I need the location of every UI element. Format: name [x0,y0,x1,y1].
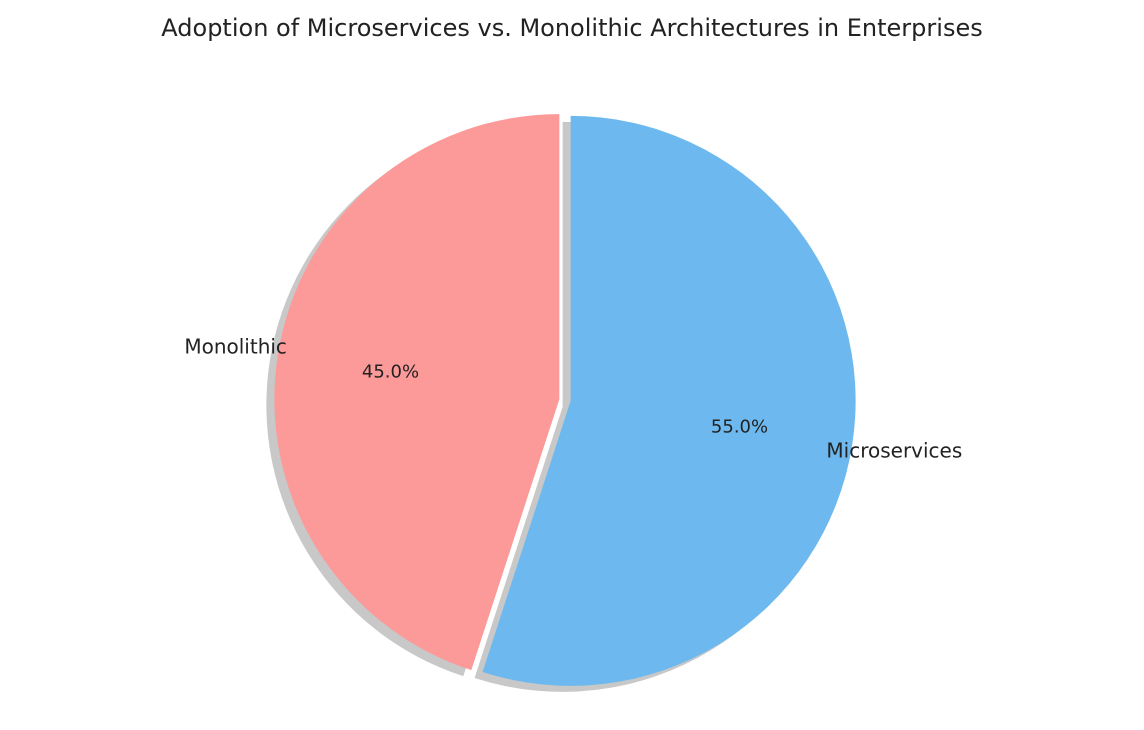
pie-chart: 45.0% 55.0% Monolithic Microservices [0,0,1144,730]
pct-label-microservices: 55.0% [711,417,768,438]
slice-label-microservices: Microservices [826,439,962,463]
pct-label-monolithic: 45.0% [362,361,419,382]
slice-label-monolithic: Monolithic [184,334,287,358]
